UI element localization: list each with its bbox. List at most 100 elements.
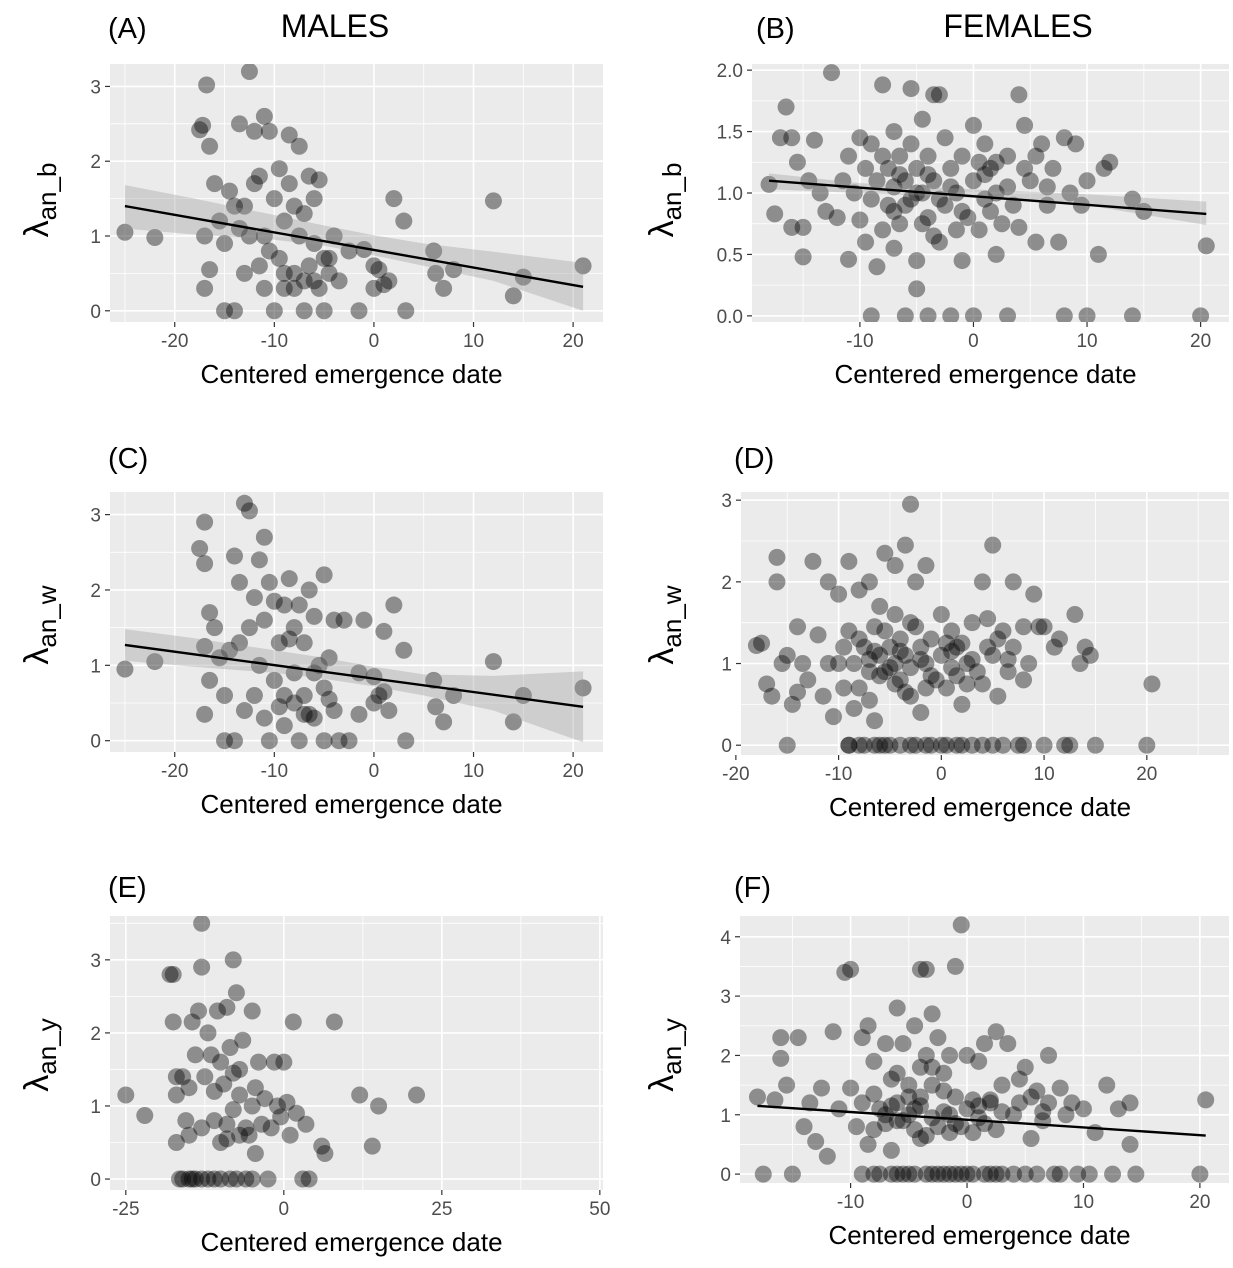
data-point bbox=[970, 221, 988, 239]
data-point bbox=[943, 622, 961, 640]
data-point bbox=[859, 1017, 877, 1035]
data-point bbox=[193, 1170, 211, 1188]
data-point bbox=[868, 258, 886, 276]
data-point bbox=[262, 1119, 280, 1137]
data-point bbox=[778, 1076, 796, 1094]
data-point bbox=[265, 592, 283, 610]
data-point bbox=[989, 687, 1007, 705]
data-point bbox=[1121, 1094, 1139, 1112]
data-point bbox=[224, 1064, 242, 1082]
data-point bbox=[948, 638, 966, 656]
data-point bbox=[205, 1170, 223, 1188]
panel-tag: (C) bbox=[108, 443, 148, 475]
data-point bbox=[193, 958, 211, 976]
data-point bbox=[370, 1097, 388, 1115]
data-point bbox=[380, 272, 398, 290]
data-point bbox=[859, 1135, 877, 1153]
data-point bbox=[888, 1094, 906, 1112]
data-point bbox=[865, 1165, 883, 1183]
data-point bbox=[900, 1076, 918, 1094]
data-point bbox=[171, 1170, 189, 1188]
data-point bbox=[970, 1052, 988, 1070]
plot-background bbox=[741, 492, 1229, 755]
data-point bbox=[280, 175, 298, 193]
y-tick-label: 2 bbox=[90, 581, 101, 602]
y-tick-label: 3 bbox=[90, 77, 101, 98]
data-point bbox=[240, 227, 258, 245]
data-point bbox=[245, 175, 263, 193]
data-point bbox=[860, 650, 878, 668]
data-point bbox=[224, 1101, 242, 1119]
data-point bbox=[206, 619, 224, 637]
data-point bbox=[754, 1165, 772, 1183]
data-point bbox=[840, 622, 858, 640]
data-point bbox=[836, 963, 854, 981]
data-point bbox=[902, 614, 920, 632]
data-point bbox=[937, 679, 955, 697]
data-point bbox=[772, 1029, 790, 1047]
data-point bbox=[894, 1035, 912, 1053]
data-point bbox=[871, 646, 889, 664]
data-point bbox=[891, 215, 909, 233]
y-tick-label: 2 bbox=[90, 152, 101, 173]
data-point bbox=[885, 123, 903, 141]
x-tick-label: 50 bbox=[589, 1199, 610, 1220]
column-title-males: MALES bbox=[281, 8, 389, 44]
y-axis-title-subscript: an_w bbox=[32, 585, 62, 647]
data-point bbox=[300, 581, 318, 599]
data-point bbox=[1015, 671, 1033, 689]
data-point bbox=[964, 1124, 982, 1142]
x-axis-title: Centered emergence date bbox=[829, 792, 1131, 822]
data-point bbox=[574, 679, 592, 697]
data-point bbox=[1055, 129, 1073, 147]
data-point bbox=[771, 129, 789, 147]
y-tick-label: 3 bbox=[720, 987, 731, 1008]
data-point bbox=[295, 205, 313, 223]
data-point bbox=[315, 302, 333, 320]
data-point bbox=[917, 655, 935, 673]
data-point bbox=[908, 280, 926, 298]
data-point bbox=[218, 1115, 236, 1133]
data-point bbox=[1005, 1165, 1023, 1183]
data-point bbox=[243, 1097, 261, 1115]
data-point bbox=[201, 671, 219, 689]
y-tick-label: 0 bbox=[90, 1170, 101, 1191]
data-point bbox=[167, 1068, 185, 1086]
data-point bbox=[958, 1046, 976, 1064]
data-point bbox=[245, 686, 263, 704]
data-layer bbox=[117, 916, 426, 1188]
data-point bbox=[297, 1115, 315, 1133]
data-point bbox=[164, 965, 182, 983]
data-point bbox=[809, 626, 827, 644]
data-point bbox=[1078, 172, 1096, 190]
data-point bbox=[227, 984, 245, 1002]
x-tick-label: 0 bbox=[962, 1192, 973, 1213]
data-point bbox=[380, 702, 398, 720]
y-tick-label: 3 bbox=[721, 491, 732, 512]
data-point bbox=[876, 622, 894, 640]
data-point bbox=[888, 1165, 906, 1183]
data-point bbox=[1025, 585, 1043, 603]
x-axis-title: Centered emergence date bbox=[200, 1227, 502, 1257]
data-point bbox=[935, 1082, 953, 1100]
data-point bbox=[953, 736, 971, 754]
x-tick-label: 20 bbox=[1136, 764, 1157, 785]
data-point bbox=[805, 131, 823, 149]
data-point bbox=[953, 147, 971, 165]
data-point bbox=[1010, 1070, 1028, 1088]
data-point bbox=[270, 698, 288, 716]
data-point bbox=[1028, 1165, 1046, 1183]
y-axis-title: λan_w bbox=[643, 585, 687, 664]
data-point bbox=[794, 248, 812, 266]
y-tick-label: 0.0 bbox=[717, 307, 743, 328]
data-point bbox=[285, 264, 303, 282]
data-point bbox=[435, 279, 453, 297]
data-point bbox=[930, 86, 948, 104]
data-point bbox=[778, 646, 796, 664]
data-point bbox=[1035, 736, 1053, 754]
data-point bbox=[876, 663, 894, 681]
data-point bbox=[871, 597, 889, 615]
data-point bbox=[860, 573, 878, 591]
data-point bbox=[789, 1029, 807, 1047]
data-point bbox=[911, 1130, 929, 1147]
